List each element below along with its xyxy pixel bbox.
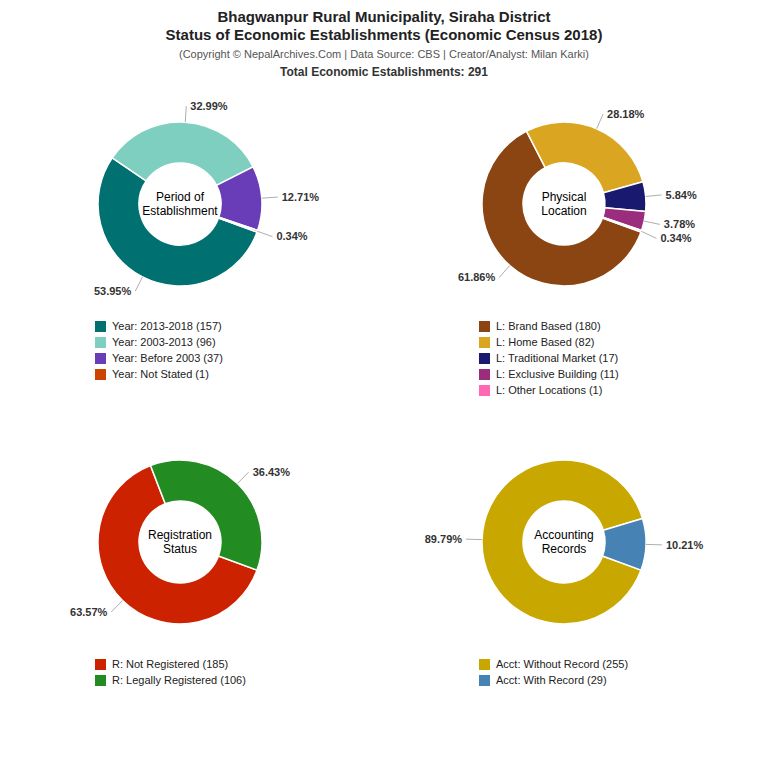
data-label: 5.84% [666, 189, 697, 201]
legend-label: Year: Not Stated (1) [112, 368, 209, 380]
center-title: PhysicalLocation [541, 190, 586, 218]
data-labels: 61.86% 28.18% 5.84% 3.78% 0.34% [458, 108, 697, 283]
legend-item: Year: 2003-2013 (96) [95, 336, 216, 348]
legend-item: Year: Before 2003 (37) [95, 352, 223, 364]
data-label: 36.43% [253, 466, 291, 478]
legend-item: Year: Not Stated (1) [95, 368, 209, 380]
legend-swatch [479, 337, 490, 348]
data-labels: 53.95% 32.99% 12.71% 0.34% [94, 100, 319, 297]
legend-swatch [479, 369, 490, 380]
legend-item: L: Brand Based (180) [479, 320, 601, 332]
title: Bhagwanpur Rural Municipality, Siraha Di… [166, 8, 603, 43]
legend-swatch [479, 385, 490, 396]
chart: Bhagwanpur Rural Municipality, Siraha Di… [0, 0, 768, 768]
data-label: 63.57% [70, 606, 108, 618]
legend-item: L: Other Locations (1) [479, 384, 602, 396]
data-labels: 89.79% 10.21% [425, 533, 704, 551]
data-label: 10.21% [666, 539, 704, 551]
pie-chart: Period ofEstablishment 53.95% 32.99% 12.71%… [94, 100, 319, 297]
legend-swatch [95, 675, 106, 686]
leader-line [466, 539, 482, 540]
leader-line [135, 277, 142, 291]
data-label: 3.78% [664, 218, 695, 230]
data-label: 53.95% [94, 285, 132, 297]
data-label: 89.79% [425, 533, 463, 545]
leader-line [641, 231, 656, 238]
leader-line [499, 266, 510, 278]
legend-item: Year: 2013-2018 (157) [95, 320, 222, 332]
data-label: 28.18% [607, 108, 645, 120]
slices [98, 122, 262, 286]
center-title: RegistrationStatus [148, 528, 212, 556]
legend-swatch [479, 321, 490, 332]
legend-item: R: Legally Registered (106) [95, 674, 246, 686]
slices [98, 460, 262, 624]
legend-label: L: Exclusive Building (11) [496, 368, 619, 380]
leader-line [597, 114, 603, 129]
leader-line [237, 472, 248, 483]
legend-label: Acct: Without Record (255) [496, 658, 628, 670]
legend-item: L: Home Based (82) [479, 336, 594, 348]
slice [150, 460, 262, 570]
legend-label: L: Home Based (82) [496, 336, 594, 348]
legend: Year: 2013-2018 (157) Year: 2003-2013 (96… [95, 320, 223, 380]
legend: L: Brand Based (180) L: Home Based (82) L:… [479, 320, 619, 396]
slices [482, 122, 646, 286]
legend-label: R: Not Registered (185) [112, 658, 228, 670]
legend-item: R: Not Registered (185) [95, 658, 228, 670]
leader-line [185, 106, 186, 122]
legend-swatch [95, 659, 106, 670]
leader-line [646, 195, 662, 196]
legend-item: Acct: With Record (29) [479, 674, 607, 686]
slice [603, 518, 646, 570]
data-label: 0.34% [660, 232, 691, 244]
legend-item: L: Traditional Market (17) [479, 352, 618, 364]
legend: Acct: Without Record (255) Acct: With Rec… [479, 658, 628, 686]
center-title: Period ofEstablishment [142, 190, 218, 218]
pie-chart: PhysicalLocation 61.86% 28.18% 5.84% 3.78% 0.… [458, 108, 697, 286]
data-labels: 63.57% 36.43% [70, 466, 290, 618]
legend-label: Acct: With Record (29) [496, 674, 607, 686]
subtitle: (Copyright © NepalArchives.Com | Data So… [179, 48, 589, 60]
legend: R: Not Registered (185) R: Legally Regist… [95, 658, 246, 686]
pie-chart: AccountingRecords 89.79% 10.21% [425, 460, 704, 624]
leader-line [262, 197, 278, 198]
legend-swatch [479, 353, 490, 364]
legend-item: L: Exclusive Building (11) [479, 368, 619, 380]
slices [482, 460, 646, 624]
data-label: 0.34% [276, 230, 307, 242]
legend-label: L: Other Locations (1) [496, 384, 602, 396]
data-label: 32.99% [190, 100, 228, 112]
slice [112, 122, 253, 185]
legend-label: Year: 2013-2018 (157) [112, 320, 222, 332]
legend-label: L: Traditional Market (17) [496, 352, 618, 364]
legend-swatch [95, 353, 106, 364]
legend-swatch [95, 321, 106, 332]
legend-swatch [479, 675, 490, 686]
legend-label: L: Brand Based (180) [496, 320, 601, 332]
data-label: 61.86% [458, 271, 496, 283]
center-title: AccountingRecords [534, 528, 593, 556]
legend-label: Year: Before 2003 (37) [112, 352, 223, 364]
leader-line [646, 544, 662, 545]
legend-label: Year: 2003-2013 (96) [112, 336, 216, 348]
leader-line [644, 221, 660, 224]
slice [219, 217, 258, 232]
annotation: Total Economic Establishments: 291 [280, 65, 488, 79]
legend-swatch [95, 369, 106, 380]
slice [526, 122, 642, 193]
leader-line [257, 231, 272, 236]
pie-chart: RegistrationStatus 63.57% 36.43% [70, 460, 290, 624]
slice [217, 167, 262, 231]
legend-swatch [95, 337, 106, 348]
data-label: 12.71% [282, 191, 320, 203]
legend-swatch [479, 659, 490, 670]
slice [603, 182, 646, 212]
leader-line [111, 601, 122, 612]
slice [603, 217, 642, 232]
legend-item: Acct: Without Record (255) [479, 658, 628, 670]
legend-label: R: Legally Registered (106) [112, 674, 246, 686]
